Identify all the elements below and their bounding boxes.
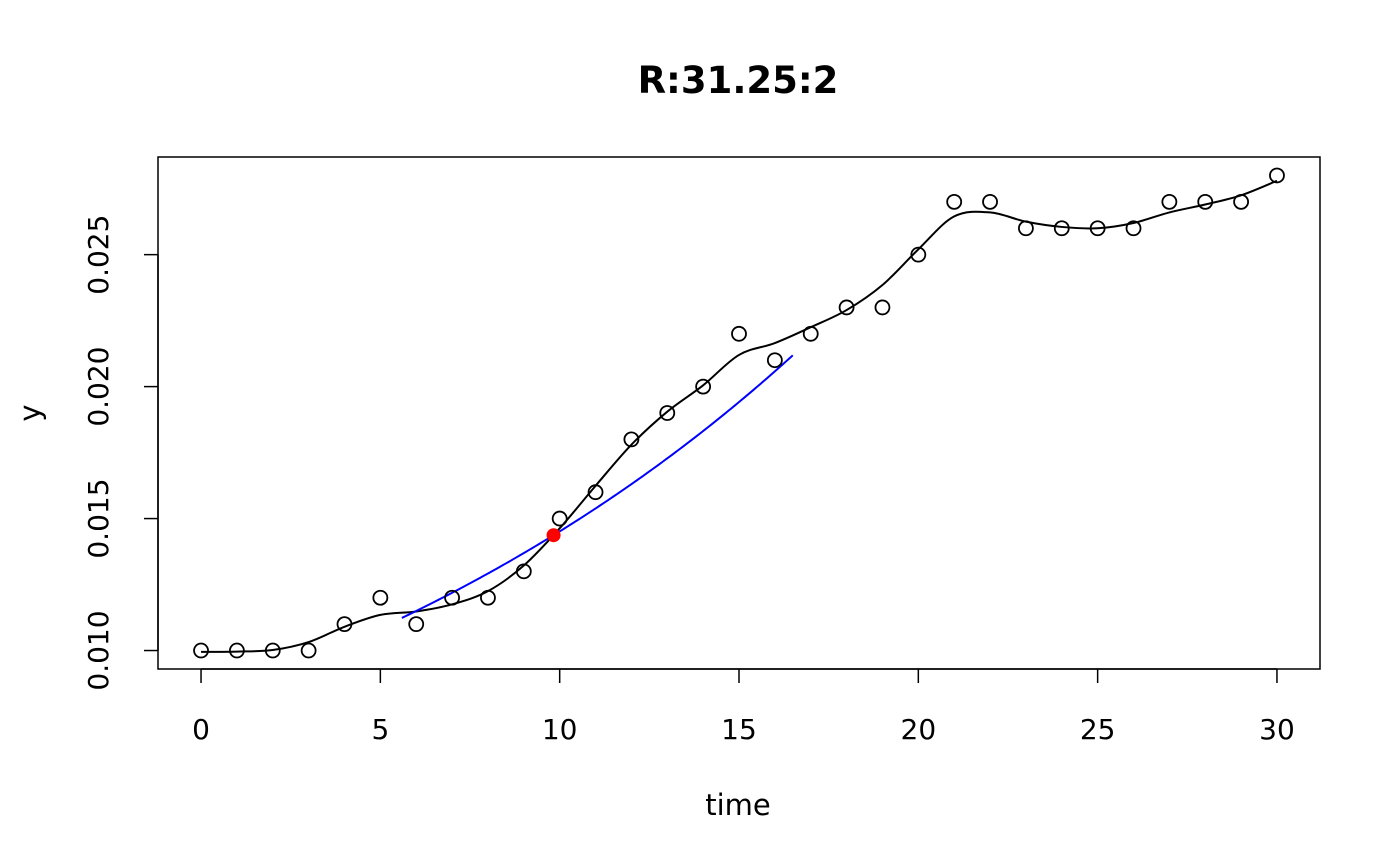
data-point — [874, 299, 891, 316]
data-point — [910, 246, 927, 263]
data-point — [1089, 220, 1106, 237]
y-axis-label: y — [13, 404, 47, 421]
x-tick-label: 25 — [1080, 713, 1116, 746]
data-point — [264, 642, 281, 659]
data-point — [623, 431, 640, 448]
data-point — [193, 642, 209, 659]
data-point — [731, 325, 747, 342]
data-point — [551, 510, 568, 527]
data-point — [1125, 220, 1142, 237]
data-point — [372, 589, 389, 606]
chart-title: R:31.25:2 — [638, 59, 839, 102]
y-tick-label: 0.025 — [82, 215, 115, 295]
data-point — [766, 352, 783, 369]
data-point — [336, 616, 353, 633]
y-tick-label: 0.010 — [82, 610, 115, 690]
data-point — [229, 642, 245, 659]
exponential-fit-curve — [401, 354, 794, 619]
x-tick-label: 5 — [371, 713, 389, 746]
x-tick-label: 20 — [901, 713, 937, 746]
data-point — [444, 589, 460, 606]
data-point — [587, 484, 604, 501]
y-tick-label: 0.015 — [82, 478, 115, 558]
x-tick-label: 15 — [721, 713, 757, 746]
plot-frame — [157, 156, 1321, 670]
data-point — [946, 193, 963, 210]
plot-area — [193, 167, 1285, 659]
y-axis: 0.010 0.015 0.020 0.025 — [82, 215, 159, 691]
x-tick-label: 0 — [192, 713, 210, 746]
data-point — [659, 405, 676, 421]
data-point — [1053, 220, 1070, 237]
data-point — [515, 563, 532, 580]
data-point — [982, 193, 998, 210]
data-point — [1197, 193, 1214, 210]
data-point — [1269, 167, 1285, 184]
data-point — [480, 589, 496, 606]
data-point — [695, 378, 712, 395]
data-point — [408, 616, 425, 633]
x-axis: 0 5 10 15 20 25 30 — [192, 668, 1295, 746]
y-tick-label: 0.020 — [82, 347, 115, 427]
data-point — [300, 642, 317, 659]
data-point — [1161, 193, 1178, 210]
x-axis-label: time — [705, 788, 771, 822]
x-tick-label: 30 — [1259, 713, 1295, 746]
x-tick-label: 10 — [542, 713, 578, 746]
data-point — [1018, 220, 1034, 237]
smooth-curve — [201, 179, 1278, 653]
data-point — [1233, 193, 1249, 210]
highlight-point — [546, 528, 561, 543]
data-point — [838, 299, 855, 316]
data-point — [802, 325, 819, 342]
